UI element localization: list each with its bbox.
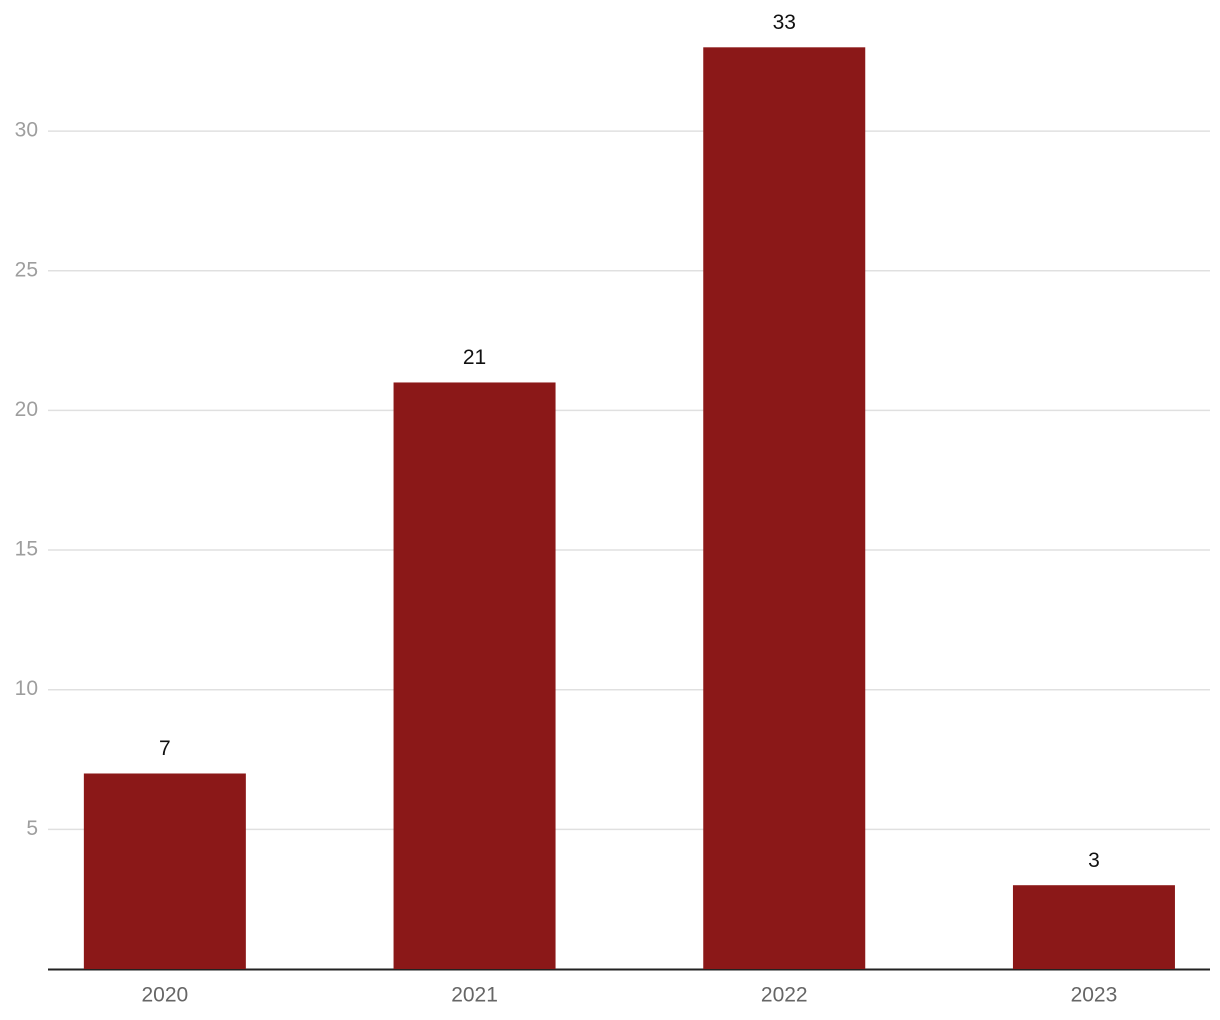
value-label: 21 xyxy=(463,346,486,369)
y-tick-label: 10 xyxy=(15,677,38,700)
y-tick-label: 20 xyxy=(15,398,38,421)
bar xyxy=(393,382,556,970)
value-label: 7 xyxy=(159,737,171,760)
y-tick-label: 5 xyxy=(26,817,38,840)
y-tick-label: 15 xyxy=(15,538,38,561)
x-tick-label: 2022 xyxy=(761,984,808,1007)
x-tick-label: 2021 xyxy=(451,984,498,1007)
y-tick-label: 30 xyxy=(15,119,38,142)
x-tick-label: 2020 xyxy=(141,984,188,1007)
bar xyxy=(83,773,246,969)
y-tick-label: 25 xyxy=(15,258,38,281)
value-label: 33 xyxy=(773,11,796,34)
bar xyxy=(1012,885,1175,969)
value-label: 3 xyxy=(1088,849,1100,872)
x-tick-label: 2023 xyxy=(1071,984,1118,1007)
bar xyxy=(703,47,866,970)
